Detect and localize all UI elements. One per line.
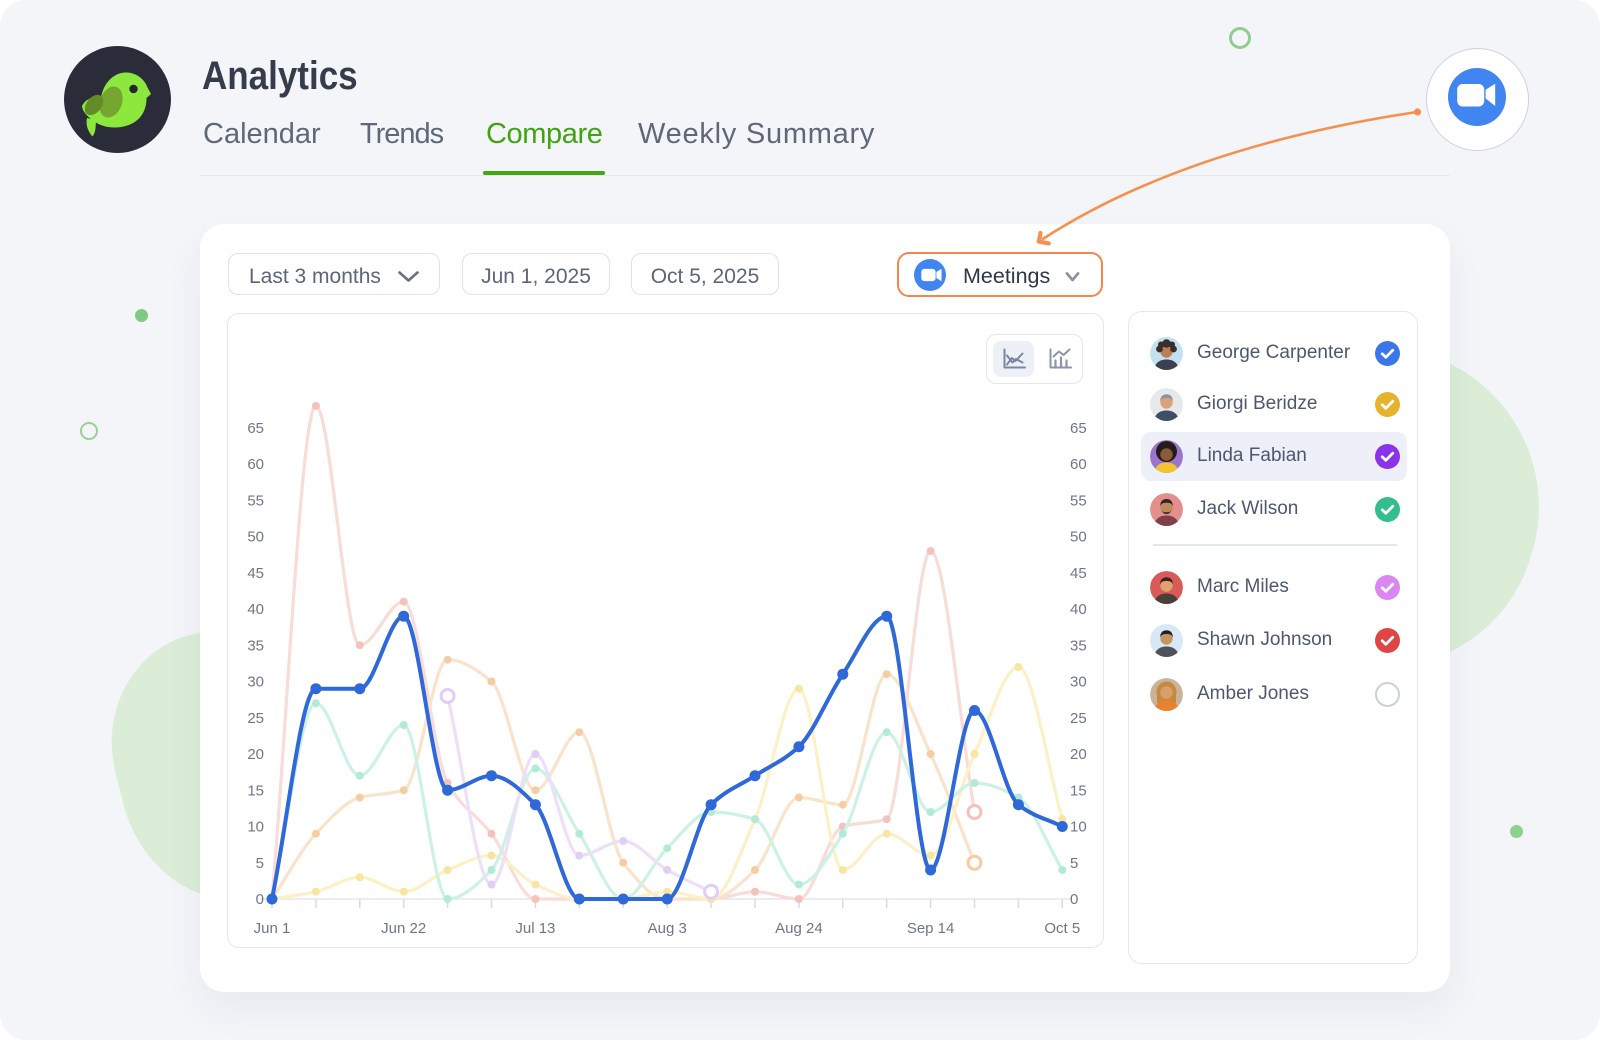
- svg-text:15: 15: [247, 782, 264, 799]
- svg-text:10: 10: [247, 819, 264, 836]
- svg-text:Jun 1: Jun 1: [254, 920, 291, 937]
- svg-text:50: 50: [247, 529, 264, 546]
- svg-text:Sep 14: Sep 14: [907, 920, 955, 937]
- svg-text:Jul 13: Jul 13: [515, 920, 555, 937]
- svg-text:Oct 5: Oct 5: [1044, 920, 1080, 937]
- svg-text:5: 5: [1070, 855, 1078, 872]
- svg-text:35: 35: [1070, 637, 1087, 654]
- svg-text:5: 5: [256, 855, 264, 872]
- svg-text:50: 50: [1070, 529, 1087, 546]
- svg-text:Aug 24: Aug 24: [775, 920, 823, 937]
- svg-text:20: 20: [247, 746, 264, 763]
- svg-text:60: 60: [1070, 456, 1087, 473]
- svg-text:40: 40: [247, 601, 264, 618]
- svg-text:65: 65: [247, 420, 264, 437]
- svg-text:60: 60: [247, 456, 264, 473]
- svg-text:25: 25: [1070, 710, 1087, 727]
- svg-text:55: 55: [247, 492, 264, 509]
- svg-text:30: 30: [247, 674, 264, 691]
- svg-text:35: 35: [247, 637, 264, 654]
- svg-text:Jun 22: Jun 22: [381, 920, 426, 937]
- svg-text:15: 15: [1070, 782, 1087, 799]
- svg-text:25: 25: [247, 710, 264, 727]
- svg-text:65: 65: [1070, 420, 1087, 437]
- svg-text:0: 0: [256, 891, 264, 908]
- svg-text:10: 10: [1070, 819, 1087, 836]
- svg-text:30: 30: [1070, 674, 1087, 691]
- svg-text:45: 45: [247, 565, 264, 582]
- svg-text:40: 40: [1070, 601, 1087, 618]
- svg-text:Aug 3: Aug 3: [648, 920, 687, 937]
- svg-text:55: 55: [1070, 492, 1087, 509]
- svg-text:45: 45: [1070, 565, 1087, 582]
- svg-text:0: 0: [1070, 891, 1078, 908]
- svg-text:20: 20: [1070, 746, 1087, 763]
